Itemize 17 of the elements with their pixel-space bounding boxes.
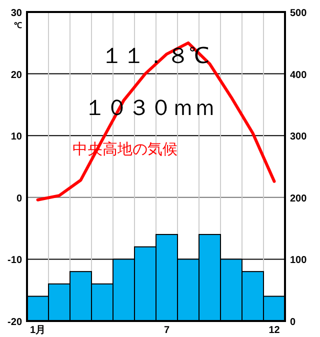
- x-tick-label: 7: [164, 325, 170, 336]
- y2-tick-label: 100: [290, 255, 308, 266]
- y-tick-label: 30: [10, 8, 22, 19]
- y-tick-label: -10: [8, 255, 22, 266]
- y-tick-label: 20: [10, 70, 22, 81]
- y2-tick-label: 300: [290, 132, 308, 143]
- x-tick-label: 1月: [30, 325, 46, 336]
- y2-tick-label: 200: [290, 193, 308, 204]
- line-series: [36, 41, 276, 202]
- y2-tick-label: 0: [290, 317, 296, 328]
- y-tick-label: 10: [10, 132, 22, 143]
- y2-tick-label: 400: [290, 70, 308, 81]
- y-tick-label: -20: [8, 317, 22, 328]
- y-tick-label: 0: [16, 193, 22, 204]
- y2-tick-label: 500: [290, 8, 308, 19]
- y-axis-title: ℃: [14, 21, 22, 30]
- x-tick-label: 12: [268, 325, 280, 336]
